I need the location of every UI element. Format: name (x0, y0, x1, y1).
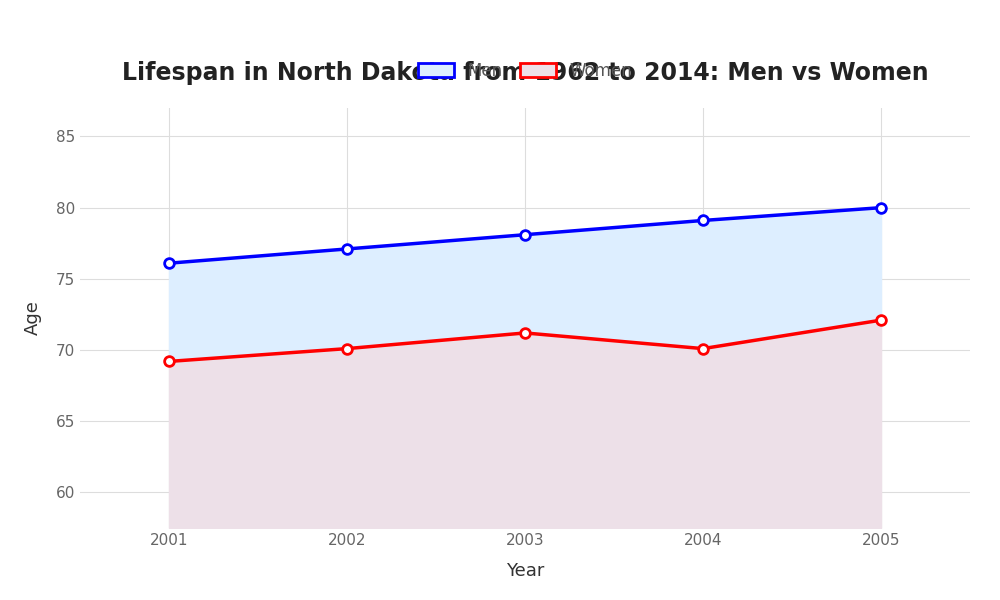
Title: Lifespan in North Dakota from 1962 to 2014: Men vs Women: Lifespan in North Dakota from 1962 to 20… (122, 61, 928, 85)
Legend: Men, Women: Men, Women (418, 62, 632, 80)
Y-axis label: Age: Age (24, 301, 42, 335)
X-axis label: Year: Year (506, 562, 544, 580)
